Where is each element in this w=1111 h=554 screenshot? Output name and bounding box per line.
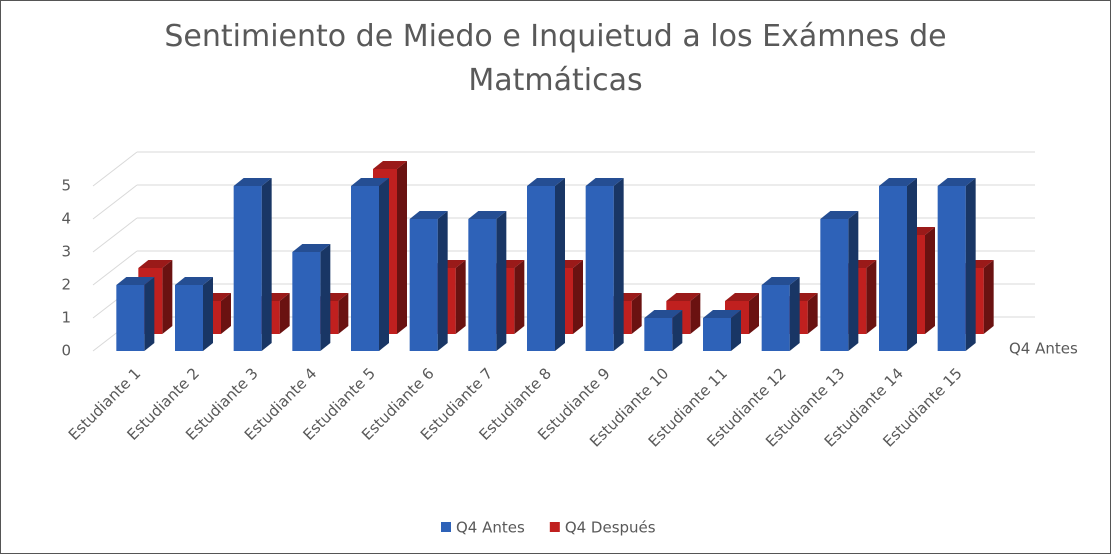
legend-label: Q4 Después xyxy=(565,519,656,537)
legend-swatch xyxy=(441,522,451,532)
bar-top xyxy=(468,211,507,219)
bar xyxy=(879,186,907,351)
bar-top xyxy=(138,260,173,268)
bar xyxy=(585,186,614,351)
bar-side xyxy=(848,211,859,351)
bar-top xyxy=(879,178,917,186)
bar xyxy=(351,186,379,351)
bar-side xyxy=(397,161,407,334)
bar-side xyxy=(320,244,331,351)
bar xyxy=(644,318,673,351)
bar xyxy=(703,318,731,351)
grid-line xyxy=(92,151,138,187)
legend-swatch xyxy=(549,522,560,532)
bar-side xyxy=(514,260,525,334)
grid-line xyxy=(92,184,138,220)
chart-title: Sentimiento de Miedo e Inquietud a los E… xyxy=(164,19,947,98)
bar-side xyxy=(789,277,800,351)
bar-top xyxy=(351,178,389,186)
bar xyxy=(409,219,438,351)
bar-side xyxy=(573,260,583,334)
bar xyxy=(761,285,790,351)
bar-top xyxy=(116,277,155,285)
bar-side xyxy=(965,178,976,351)
bar xyxy=(820,219,849,351)
bar-side xyxy=(221,293,231,334)
bar-top xyxy=(703,310,741,318)
bar xyxy=(937,186,966,351)
grid-line xyxy=(92,217,138,253)
bar-top xyxy=(175,277,213,285)
bar-top xyxy=(409,211,448,219)
bar-side xyxy=(338,293,349,334)
bar-side xyxy=(496,211,507,351)
bar-side xyxy=(807,293,818,334)
bar-side xyxy=(983,260,994,334)
y-tick-label: 1 xyxy=(61,309,71,327)
bar xyxy=(233,186,262,351)
y-tick-label: 2 xyxy=(61,276,71,294)
bar-top xyxy=(233,178,272,186)
y-tick-label: 0 xyxy=(61,342,71,360)
bar-top xyxy=(373,161,407,169)
bar xyxy=(116,285,145,351)
legend-label: Q4 Antes xyxy=(456,519,525,537)
bar-top xyxy=(937,178,976,186)
bar-side xyxy=(261,178,272,351)
bar-side xyxy=(925,227,935,334)
bar-side xyxy=(437,211,448,351)
bar-top xyxy=(585,178,624,186)
bar-side xyxy=(631,293,642,334)
bar-top xyxy=(527,178,565,186)
series-axis-label: Q4 Antes xyxy=(1009,340,1078,358)
bar-top xyxy=(761,277,800,285)
bar xyxy=(468,219,497,351)
y-tick-label: 4 xyxy=(61,210,71,228)
bar-side xyxy=(690,293,701,334)
y-tick-label: 3 xyxy=(61,243,71,261)
grid-line xyxy=(92,250,138,286)
bar xyxy=(175,285,203,351)
bar-side xyxy=(613,178,624,351)
bar xyxy=(292,252,321,351)
bar-side xyxy=(672,310,683,351)
bar-side xyxy=(731,310,741,351)
bar-side xyxy=(203,277,213,351)
bar-top xyxy=(292,244,331,252)
bar-side xyxy=(162,260,173,334)
bar-side xyxy=(144,277,155,351)
bar-side xyxy=(379,178,389,351)
bar-top xyxy=(820,211,859,219)
y-tick-label: 5 xyxy=(61,177,71,195)
bar-side xyxy=(279,293,290,334)
bar-side xyxy=(555,178,565,351)
bar-side xyxy=(866,260,877,334)
bar-side xyxy=(749,293,759,334)
bar xyxy=(527,186,555,351)
bar-top xyxy=(725,293,759,301)
bar-top xyxy=(644,310,683,318)
bar-top xyxy=(666,293,701,301)
bar-side xyxy=(907,178,917,351)
bar-side xyxy=(455,260,466,334)
